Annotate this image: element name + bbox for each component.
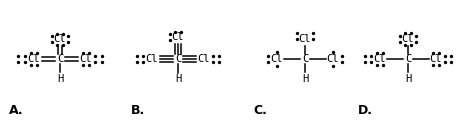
Text: Cl: Cl [54,34,66,44]
Text: Cl: Cl [146,54,158,64]
Text: Cl: Cl [374,54,386,64]
Text: C: C [405,54,411,64]
Text: H: H [175,74,181,84]
Text: C: C [175,54,181,64]
Text: B.: B. [131,105,145,117]
Text: Cl: Cl [402,34,414,44]
Text: Cl: Cl [172,32,184,42]
Text: Cl: Cl [299,34,311,44]
Text: C: C [302,54,308,64]
Text: H: H [57,74,63,84]
Text: Cl: Cl [271,54,283,64]
Text: C.: C. [253,105,267,117]
Text: H: H [405,74,411,84]
Text: Cl: Cl [327,54,339,64]
Text: C: C [57,54,63,64]
Text: Cl: Cl [80,54,92,64]
Text: D.: D. [357,105,373,117]
Text: Cl: Cl [28,54,40,64]
Text: Cl: Cl [430,54,442,64]
Text: A.: A. [9,105,23,117]
Text: Cl: Cl [198,54,210,64]
Text: H: H [302,74,308,84]
